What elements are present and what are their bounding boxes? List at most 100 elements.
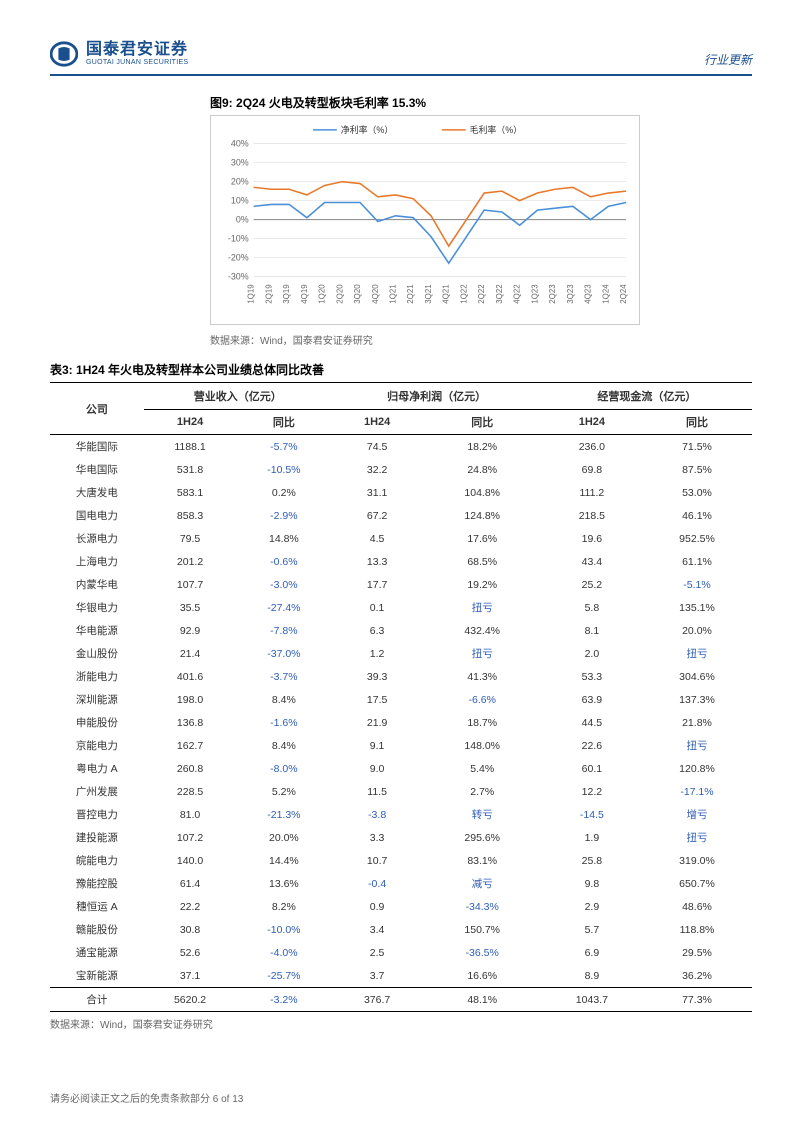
table-cell: 粤电力 A: [50, 757, 144, 780]
table-cell: 61.4: [144, 872, 236, 895]
table-cell: 952.5%: [642, 527, 752, 550]
col-cashflow: 经营现金流（亿元）: [542, 383, 752, 410]
table-cell: 9.0: [332, 757, 423, 780]
table-cell: 大唐发电: [50, 481, 144, 504]
table-cell: 21.4: [144, 642, 236, 665]
table-cell: 18.7%: [423, 711, 542, 734]
table-cell: 30.8: [144, 918, 236, 941]
table-cell: 11.5: [332, 780, 423, 803]
table-cell: -10.0%: [236, 918, 331, 941]
table-cell: 1188.1: [144, 435, 236, 459]
table-row: 大唐发电583.10.2%31.1104.8%111.253.0%: [50, 481, 752, 504]
table-row: 晋控电力81.0-21.3%-3.8转亏-14.5增亏: [50, 803, 752, 826]
page-footer: 请务必阅读正文之后的免责条款部分 6 of 13: [50, 1090, 243, 1105]
table-row: 通宝能源52.6-4.0%2.5-36.5%6.929.5%: [50, 941, 752, 964]
table-cell: -2.9%: [236, 504, 331, 527]
table-row: 深圳能源198.08.4%17.5-6.6%63.9137.3%: [50, 688, 752, 711]
table-cell: 5.7: [542, 918, 642, 941]
table-cell: -5.1%: [642, 573, 752, 596]
table-cell: 60.1: [542, 757, 642, 780]
table-cell: 赣能股份: [50, 918, 144, 941]
table-cell: -27.4%: [236, 596, 331, 619]
table-cell: 21.9: [332, 711, 423, 734]
table-cell: 25.8: [542, 849, 642, 872]
svg-text:20%: 20%: [231, 177, 249, 187]
table-cell: 扭亏: [642, 642, 752, 665]
table-cell: 531.8: [144, 458, 236, 481]
table-cell: 17.6%: [423, 527, 542, 550]
table-sub-header: 1H24 同比 1H24 同比 1H24 同比: [50, 410, 752, 435]
table-row: 上海电力201.2-0.6%13.368.5%43.461.1%: [50, 550, 752, 573]
table-cell: 1.9: [542, 826, 642, 849]
table-cell: 转亏: [423, 803, 542, 826]
table-cell: 19.6: [542, 527, 642, 550]
table-cell: 68.5%: [423, 550, 542, 573]
table-cell: 104.8%: [423, 481, 542, 504]
table-cell: 25.2: [542, 573, 642, 596]
table-prefix: 表3:: [50, 363, 73, 377]
table-cell: 5620.2: [144, 988, 236, 1012]
svg-text:2Q23: 2Q23: [548, 284, 557, 304]
logo-text-en: GUOTAI JUNAN SECURITIES: [86, 59, 188, 67]
svg-text:1Q19: 1Q19: [247, 284, 256, 304]
table-cell: 111.2: [542, 481, 642, 504]
table-cell: 8.1: [542, 619, 642, 642]
table-cell: 583.1: [144, 481, 236, 504]
table-cell: 137.3%: [642, 688, 752, 711]
logo-text-cn: 国泰君安证券: [86, 41, 188, 59]
table-cell: 9.1: [332, 734, 423, 757]
table-cell: 20.0%: [642, 619, 752, 642]
table-cell: 2.0: [542, 642, 642, 665]
table-cell: 77.3%: [642, 988, 752, 1012]
table-cell: 3.4: [332, 918, 423, 941]
table-cell: -7.8%: [236, 619, 331, 642]
table-row: 华能国际1188.1-5.7%74.518.2%236.071.5%: [50, 435, 752, 459]
table-row: 建投能源107.220.0%3.3295.6%1.9扭亏: [50, 826, 752, 849]
table-cell: 83.1%: [423, 849, 542, 872]
table-row: 华银电力35.5-27.4%0.1扭亏5.8135.1%: [50, 596, 752, 619]
table-cell: 4.5: [332, 527, 423, 550]
table-cell: 6.3: [332, 619, 423, 642]
table-cell: 304.6%: [642, 665, 752, 688]
table-cell: 61.1%: [642, 550, 752, 573]
svg-text:4Q23: 4Q23: [584, 284, 593, 304]
table-row: 穗恒运 A22.28.2%0.9-34.3%2.948.6%: [50, 895, 752, 918]
table-cell: -34.3%: [423, 895, 542, 918]
table-row: 皖能电力140.014.4%10.783.1%25.8319.0%: [50, 849, 752, 872]
table-cell: 16.6%: [423, 964, 542, 988]
table-cell: 52.6: [144, 941, 236, 964]
table-cell: 10.7: [332, 849, 423, 872]
svg-text:1Q22: 1Q22: [459, 284, 468, 303]
table-row: 粤电力 A260.8-8.0%9.05.4%60.1120.8%: [50, 757, 752, 780]
table-cell: 650.7%: [642, 872, 752, 895]
table-cell: 建投能源: [50, 826, 144, 849]
col-company: 公司: [50, 383, 144, 435]
table-cell: 87.5%: [642, 458, 752, 481]
table-cell: -1.6%: [236, 711, 331, 734]
table-cell: 8.9: [542, 964, 642, 988]
table-cell: 扭亏: [423, 596, 542, 619]
svg-text:4Q19: 4Q19: [300, 284, 309, 304]
svg-text:1Q23: 1Q23: [530, 284, 539, 304]
table-cell: 20.0%: [236, 826, 331, 849]
table-cell: 1.2: [332, 642, 423, 665]
table-cell: -25.7%: [236, 964, 331, 988]
table-cell: 19.2%: [423, 573, 542, 596]
table-cell: 深圳能源: [50, 688, 144, 711]
table-cell: 107.7: [144, 573, 236, 596]
svg-text:2Q20: 2Q20: [335, 284, 344, 304]
svg-text:毛利率（%）: 毛利率（%）: [470, 124, 522, 135]
table-cell: 穗恒运 A: [50, 895, 144, 918]
svg-text:2Q21: 2Q21: [406, 284, 415, 304]
table-cell: 81.0: [144, 803, 236, 826]
table-cell: 0.9: [332, 895, 423, 918]
table-cell: 201.2: [144, 550, 236, 573]
table-cell: 41.3%: [423, 665, 542, 688]
table-cell: 17.7: [332, 573, 423, 596]
table-cell: 5.2%: [236, 780, 331, 803]
table-row: 宝新能源37.1-25.7%3.716.6%8.936.2%: [50, 964, 752, 988]
table-cell: 2.5: [332, 941, 423, 964]
table-cell: 48.6%: [642, 895, 752, 918]
table-row: 内蒙华电107.7-3.0%17.719.2%25.2-5.1%: [50, 573, 752, 596]
figure-9: 图9: 2Q24 火电及转型板块毛利率 15.3% -30%-20%-10%0%…: [210, 94, 752, 347]
